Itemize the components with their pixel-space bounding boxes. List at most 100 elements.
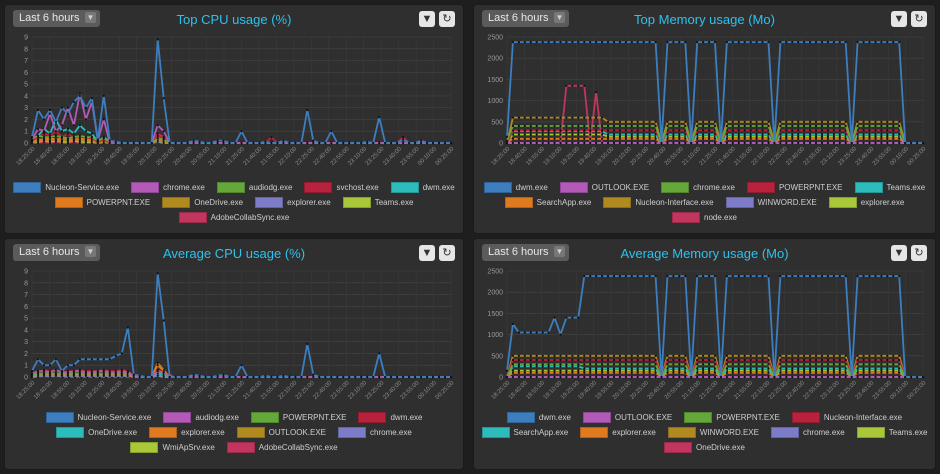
data-point — [505, 139, 509, 142]
refresh-button[interactable]: ↻ — [439, 245, 455, 261]
data-point — [814, 358, 818, 362]
legend-item[interactable]: dwm.exe — [358, 411, 423, 424]
legend-item[interactable]: POWERPNT.EXE — [54, 196, 150, 209]
data-point — [737, 369, 740, 372]
filter-button[interactable]: ▼ — [419, 245, 435, 261]
data-point — [820, 135, 824, 138]
legend-label: audiodg.exe — [248, 183, 293, 192]
data-point — [755, 367, 758, 370]
legend-item[interactable]: WINWORD.EXE — [725, 196, 817, 209]
legend-item[interactable]: Nucleon-Service.exe — [45, 411, 151, 424]
data-point — [731, 124, 734, 128]
legend-item[interactable]: audiodg.exe — [163, 411, 239, 424]
legend-item[interactable]: Teams.exe — [854, 181, 925, 194]
legend-item[interactable]: OneDrive.exe — [56, 426, 137, 439]
legend-item[interactable]: POWERPNT.EXE — [684, 411, 780, 424]
legend-item[interactable]: Nucleon-Service.exe — [13, 181, 119, 194]
legend-item[interactable]: Teams.exe — [342, 196, 413, 209]
legend-item[interactable]: chrome.exe — [661, 181, 735, 194]
legend-item[interactable]: node.exe — [672, 211, 737, 224]
data-point — [547, 354, 550, 357]
data-point — [84, 136, 87, 139]
legend-item[interactable]: OUTLOOK.EXE — [236, 426, 326, 439]
legend-item[interactable]: explorer.exe — [255, 196, 331, 209]
data-point — [162, 97, 165, 100]
data-point — [324, 141, 327, 145]
y-tick-label: 8 — [24, 46, 28, 53]
refresh-button[interactable]: ↻ — [911, 11, 927, 27]
legend-item[interactable]: SearchApp.exe — [504, 196, 591, 209]
legend-item[interactable]: Nucleon-Interface.exe — [603, 196, 714, 209]
data-point — [630, 129, 633, 132]
legend-label: node.exe — [704, 213, 737, 222]
time-range-select[interactable]: Last 6 hours ▼ — [13, 244, 101, 261]
data-point — [630, 375, 633, 379]
time-range-select[interactable]: Last 6 hours ▼ — [482, 10, 570, 27]
legend-item[interactable]: WINWORD.EXE — [667, 426, 759, 439]
panel-average-memory: Last 6 hours ▼ Average Memory usage (Mo) … — [473, 238, 936, 470]
filter-button[interactable]: ▼ — [891, 11, 907, 27]
data-point — [648, 363, 651, 366]
legend-item[interactable]: chrome.exe — [338, 426, 412, 439]
legend-item[interactable]: dwm.exe — [390, 181, 455, 194]
filter-button[interactable]: ▼ — [891, 245, 907, 261]
data-point — [814, 124, 818, 128]
data-point — [731, 371, 734, 374]
data-point — [589, 275, 592, 278]
legend-item[interactable]: OneDrive.exe — [162, 196, 243, 209]
legend-item[interactable]: explorer.exe — [828, 196, 904, 209]
data-point — [553, 354, 556, 357]
legend-item[interactable]: svchost.exe — [304, 181, 379, 194]
filter-button[interactable]: ▼ — [419, 11, 435, 27]
legend-item[interactable]: chrome.exe — [131, 181, 205, 194]
data-point — [571, 133, 574, 136]
legend-item[interactable]: POWERPNT.EXE — [746, 181, 843, 194]
legend-item[interactable]: dwm.exe — [483, 181, 548, 194]
legend-item[interactable]: Nucleon-Interface.exe — [791, 411, 902, 424]
data-point — [192, 139, 195, 142]
data-point — [743, 41, 746, 44]
data-point — [601, 371, 604, 374]
legend-item[interactable]: SearchApp.exe — [481, 426, 568, 439]
legend-item[interactable]: WmiApSrv.exe — [130, 441, 215, 454]
data-point — [696, 120, 699, 123]
legend-item[interactable]: OUTLOOK.EXE — [559, 181, 649, 194]
data-point — [618, 367, 621, 370]
data-point — [791, 124, 794, 128]
time-range-select[interactable]: Last 6 hours ▼ — [482, 244, 570, 261]
legend-item[interactable]: audiodg.exe — [216, 181, 293, 194]
refresh-button[interactable]: ↻ — [911, 245, 927, 261]
data-point — [761, 367, 764, 370]
data-point — [565, 316, 568, 319]
legend-item[interactable]: Teams.exe — [856, 426, 927, 439]
legend-item[interactable]: dwm.exe — [506, 411, 571, 424]
legend-item[interactable]: POWERPNT.EXE — [250, 411, 346, 424]
data-point — [612, 129, 616, 132]
data-point — [826, 363, 829, 366]
legend-item[interactable]: AdobeCollabSync.exe — [178, 211, 289, 224]
data-point — [541, 331, 544, 334]
legend-item[interactable]: OneDrive.exe — [664, 441, 745, 454]
data-point — [306, 375, 309, 379]
legend-item[interactable]: explorer.exe — [580, 426, 656, 439]
data-point — [589, 367, 592, 370]
data-point — [725, 141, 728, 145]
refresh-button[interactable]: ↻ — [439, 11, 455, 27]
data-point — [577, 137, 580, 140]
data-point — [449, 375, 453, 379]
legend-item[interactable]: OUTLOOK.EXE — [582, 411, 672, 424]
data-point — [505, 369, 509, 372]
data-point — [577, 375, 580, 379]
data-point — [648, 367, 651, 370]
legend-item[interactable]: explorer.exe — [149, 426, 225, 439]
legend-item[interactable]: chrome.exe — [770, 426, 845, 439]
data-point — [832, 358, 835, 362]
data-point — [589, 358, 592, 362]
data-point — [737, 371, 740, 374]
data-point — [832, 275, 835, 278]
data-point — [868, 120, 871, 123]
data-point — [541, 369, 544, 372]
time-range-select[interactable]: Last 6 hours ▼ — [13, 10, 101, 27]
legend-item[interactable]: AdobeCollabSync.exe — [226, 441, 338, 454]
data-point — [844, 124, 847, 128]
